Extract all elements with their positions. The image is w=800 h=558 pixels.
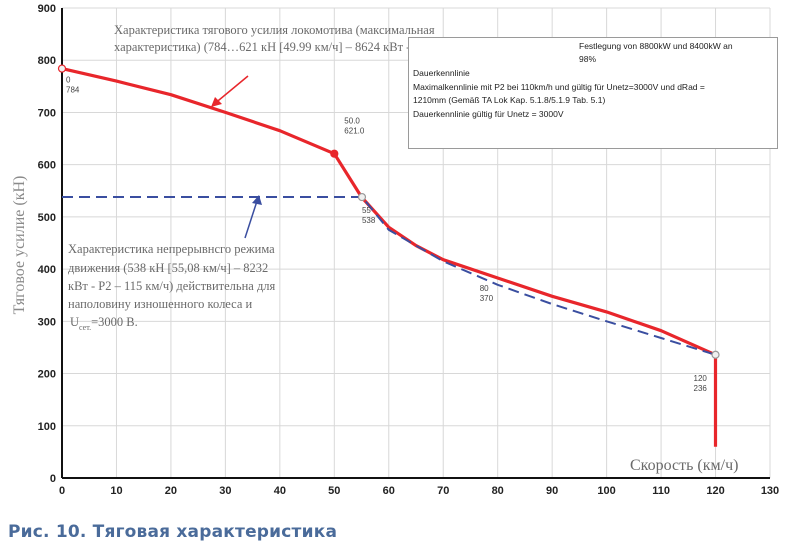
x-tick-labels: 0 10 20 30 40 50 60 70 80 90 100 110 120 130 [59,485,779,497]
y-tick-label: 800 [38,55,56,67]
point-label: 80 [480,284,489,293]
data-point-marker [711,350,720,359]
cont-annotation-line5: Uсет.=3000 В. [70,315,138,332]
max-arrow-head [211,97,222,107]
legend-line-2: 98% [579,54,597,64]
legend-line-1: Festlegung von 8800kW und 8400kW an [579,41,733,51]
x-tick-label: 50 [328,485,340,497]
point-label: 120 [694,374,708,383]
series-line-max [61,67,718,447]
max-annotation-arrow [212,75,249,106]
max-annotation-line1: Характеристика тягового усилия локомотив… [114,23,435,37]
point-label: 50.0 [344,117,360,126]
cont-annotation-line4: наполовину изношенного колеса и [68,297,253,311]
x-tick-label: 110 [652,485,670,497]
cont-annotation-line2: движения (538 кН [55,08 км/ч] – 8232 [68,261,268,275]
x-tick-label: 120 [706,485,724,497]
cont-annotation-line3: кВт - P2 – 115 км/ч) действительна для [68,279,276,293]
x-tick-label: 40 [274,485,286,497]
data-point-marker [357,192,367,202]
max-annotation: Характеристика тягового усилия локомотив… [114,23,488,54]
data-point-marker [330,149,339,158]
point-label: 0 [66,76,71,85]
y-axis-label: Тяговое усилие (кН) [11,176,28,315]
x-tick-label: 80 [492,485,504,497]
data-point-marker [57,64,67,73]
x-tick-label: 60 [383,485,395,497]
point-label: 55 [362,206,371,215]
point-label: 236 [694,384,708,393]
figure-caption: Рис. 10. Тяговая характеристика [8,522,338,542]
series-group [57,64,720,447]
cont-annotation-line1: Характеристика непрерывнсго режима [68,242,275,256]
x-tick-label: 130 [761,485,779,497]
x-tick-label: 90 [546,485,558,497]
cont-arrow-head [252,195,262,205]
x-tick-label: 30 [219,485,231,497]
legend-line-3: Dauerkennlinie [413,68,470,78]
point-label: 784 [66,86,80,95]
x-tick-label: 70 [437,485,449,497]
point-label: 538 [362,216,376,225]
y-tick-label: 600 [38,160,56,172]
continuous-annotation: Характеристика непрерывнсго режима движе… [68,242,276,332]
y-tick-label: 300 [38,316,56,328]
y-tick-label: 700 [38,107,56,119]
y-tick-label: 900 [38,3,56,15]
x-tick-label: 0 [59,485,65,497]
y-tick-label: 400 [38,264,56,276]
cont-annotation-sub: сет. [79,323,91,332]
cont-annotation-rest: =3000 В. [91,315,138,329]
y-tick-label: 0 [50,473,56,485]
legend-line-4: Maximalkennlinie mit P2 bei 110km/h und … [413,82,705,92]
series-line-continuous [62,196,716,356]
axes [61,8,770,479]
y-tick-label: 100 [38,421,56,433]
point-label: 621.0 [344,127,365,136]
cont-annotation-u: U [70,315,79,329]
y-tick-label: 200 [38,369,56,381]
legend-line-5: 1210mm (Gemäß TA Lok Kap. 5.1.8/5.1.9 Ta… [413,95,606,105]
point-label: 370 [480,294,494,303]
max-annotation-line2: характеристика) (784…621 кН [49.99 км/ч]… [114,40,488,54]
y-tick-label: 500 [38,212,56,224]
x-tick-label: 20 [165,485,177,497]
legend-box: Festlegung von 8800kW und 8400kW an 98% … [408,37,778,149]
x-axis-label: Скорость (км/ч) [630,457,738,474]
x-tick-label: 10 [110,485,122,497]
annotation-arrows [211,75,262,239]
legend-line-6: Dauerkennlinie gültig für Unetz = 3000V [413,109,564,119]
cont-annotation-arrow [244,197,259,239]
x-tick-label: 100 [597,485,615,497]
y-tick-labels: 0 100 200 300 400 500 600 700 800 900 [38,3,56,485]
